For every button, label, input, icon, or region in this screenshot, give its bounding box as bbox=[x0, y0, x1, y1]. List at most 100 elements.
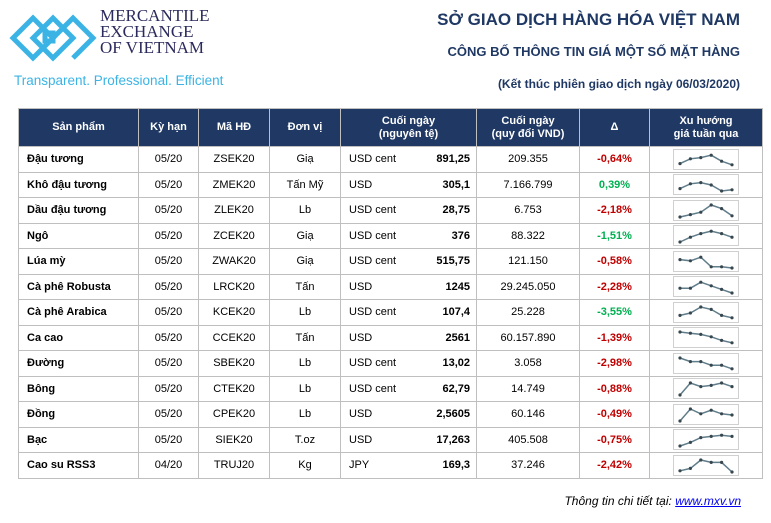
sparkline-point bbox=[699, 255, 703, 259]
unit: Lb bbox=[269, 299, 341, 326]
contract-code: ZCEK20 bbox=[198, 222, 270, 249]
sparkline-point bbox=[720, 411, 724, 416]
sparkline-point bbox=[678, 393, 682, 397]
sparkline-point bbox=[709, 153, 713, 157]
unit: Lb bbox=[269, 375, 341, 402]
close-price-vnd: 209.355 bbox=[476, 146, 580, 173]
sparkline-point bbox=[730, 435, 734, 439]
sparkline bbox=[673, 148, 739, 170]
sparkline-point bbox=[709, 203, 713, 207]
unit: Lb bbox=[269, 350, 341, 377]
change-percent: -2,28% bbox=[579, 273, 650, 300]
product-name: Bông bbox=[18, 375, 139, 402]
contract-code: ZSEK20 bbox=[198, 146, 270, 173]
trend-cell bbox=[649, 273, 763, 300]
currency: USD bbox=[340, 171, 420, 198]
contract-code: SIEK20 bbox=[198, 426, 270, 453]
table-row: Ca cao 05/20 CCEK20 Tấn USD 2561 60.157.890 -1,… bbox=[18, 324, 763, 351]
sparkline-point bbox=[730, 162, 734, 167]
close-price-vnd: 405.508 bbox=[476, 426, 580, 453]
close-price: 17,263 bbox=[419, 426, 478, 453]
currency: USD bbox=[340, 401, 420, 428]
change-percent: -0,88% bbox=[579, 375, 650, 402]
sparkline-point bbox=[699, 232, 703, 236]
trend-cell bbox=[649, 324, 763, 351]
tagline: Transparent. Professional. Efficient bbox=[14, 73, 224, 88]
contract-code: CPEK20 bbox=[198, 401, 270, 428]
sparkline-line bbox=[679, 458, 733, 473]
sparkline-point bbox=[699, 305, 703, 309]
close-price: 107,4 bbox=[419, 299, 478, 326]
sparkline-point bbox=[720, 313, 724, 317]
sparkline-point bbox=[699, 333, 703, 337]
currency: USD cent bbox=[340, 146, 420, 173]
sparkline-point bbox=[720, 264, 724, 269]
close-price: 376 bbox=[419, 222, 478, 249]
sparkline-point bbox=[709, 307, 713, 311]
sparkline-point bbox=[688, 286, 692, 291]
sparkline-point bbox=[699, 181, 703, 185]
product-name: Đậu tương bbox=[18, 146, 139, 173]
close-price-vnd: 29.245.050 bbox=[476, 273, 580, 300]
sparkline-point bbox=[720, 189, 724, 193]
sparkline-line bbox=[679, 407, 733, 422]
contract-code: ZLEK20 bbox=[198, 197, 270, 224]
contract-code: KCEK20 bbox=[198, 299, 270, 326]
close-price: 891,25 bbox=[419, 146, 478, 173]
contract-code: CTEK20 bbox=[198, 375, 270, 402]
close-price: 1245 bbox=[419, 273, 478, 300]
footer: Thông tin chi tiết tại: www.mxv.vn bbox=[564, 494, 741, 508]
product-name: Bạc bbox=[18, 426, 139, 453]
column-header: Đơn vị bbox=[269, 108, 341, 147]
sparkline-point bbox=[688, 235, 692, 240]
contract-code: LRCK20 bbox=[198, 273, 270, 300]
trend-cell bbox=[649, 350, 763, 377]
product-name: Ca cao bbox=[18, 324, 139, 351]
unit: Kg bbox=[269, 452, 341, 479]
change-percent: -3,55% bbox=[579, 299, 650, 326]
change-percent: 0,39% bbox=[579, 171, 650, 198]
sparkline-point bbox=[688, 466, 692, 470]
unit: Lb bbox=[269, 401, 341, 428]
sparkline-point bbox=[678, 444, 682, 448]
contract-code: SBEK20 bbox=[198, 350, 270, 377]
table-row: Đồng 05/20 CPEK20 Lb USD 2,5605 60.146 -0,49% bbox=[18, 401, 763, 428]
column-header: Cuối ngày (nguyên tệ) bbox=[340, 108, 477, 147]
sparkline bbox=[673, 199, 739, 221]
close-price: 28,75 bbox=[419, 197, 478, 224]
column-header: Sản phẩm bbox=[18, 108, 139, 147]
unit: Tấn bbox=[269, 324, 341, 351]
term: 05/20 bbox=[138, 248, 199, 275]
sparkline-point bbox=[730, 413, 734, 417]
close-price: 2,5605 bbox=[419, 401, 478, 428]
sparkline-point bbox=[709, 264, 713, 269]
sparkline-point bbox=[730, 188, 734, 192]
sparkline-point bbox=[730, 213, 734, 218]
sparkline-point bbox=[688, 258, 692, 263]
sparkline bbox=[673, 352, 739, 374]
sparkline-point bbox=[699, 359, 703, 363]
sparkline-point bbox=[730, 470, 734, 474]
sparkline-point bbox=[699, 210, 703, 214]
unit: Giạ bbox=[269, 146, 341, 173]
sparkline-point bbox=[688, 381, 692, 385]
currency: USD cent bbox=[340, 375, 420, 402]
close-price-vnd: 14.749 bbox=[476, 375, 580, 402]
trend-cell bbox=[649, 197, 763, 224]
column-header: Δ bbox=[579, 108, 650, 147]
term: 05/20 bbox=[138, 197, 199, 224]
term: 05/20 bbox=[138, 146, 199, 173]
sparkline-point bbox=[720, 460, 724, 464]
website-link[interactable]: www.mxv.vn bbox=[675, 494, 741, 508]
currency: USD cent bbox=[340, 222, 420, 249]
close-price: 515,75 bbox=[419, 248, 478, 275]
table-row: Cà phê Robusta 05/20 LRCK20 Tấn USD 1245 29.24… bbox=[18, 273, 763, 300]
close-price: 62,79 bbox=[419, 375, 478, 402]
close-price-vnd: 3.058 bbox=[476, 350, 580, 377]
product-name: Dầu đậu tương bbox=[18, 197, 139, 224]
trend-cell bbox=[649, 299, 763, 326]
term: 05/20 bbox=[138, 171, 199, 198]
term: 05/20 bbox=[138, 299, 199, 326]
sparkline-point bbox=[709, 284, 713, 288]
sparkline-point bbox=[678, 240, 682, 244]
